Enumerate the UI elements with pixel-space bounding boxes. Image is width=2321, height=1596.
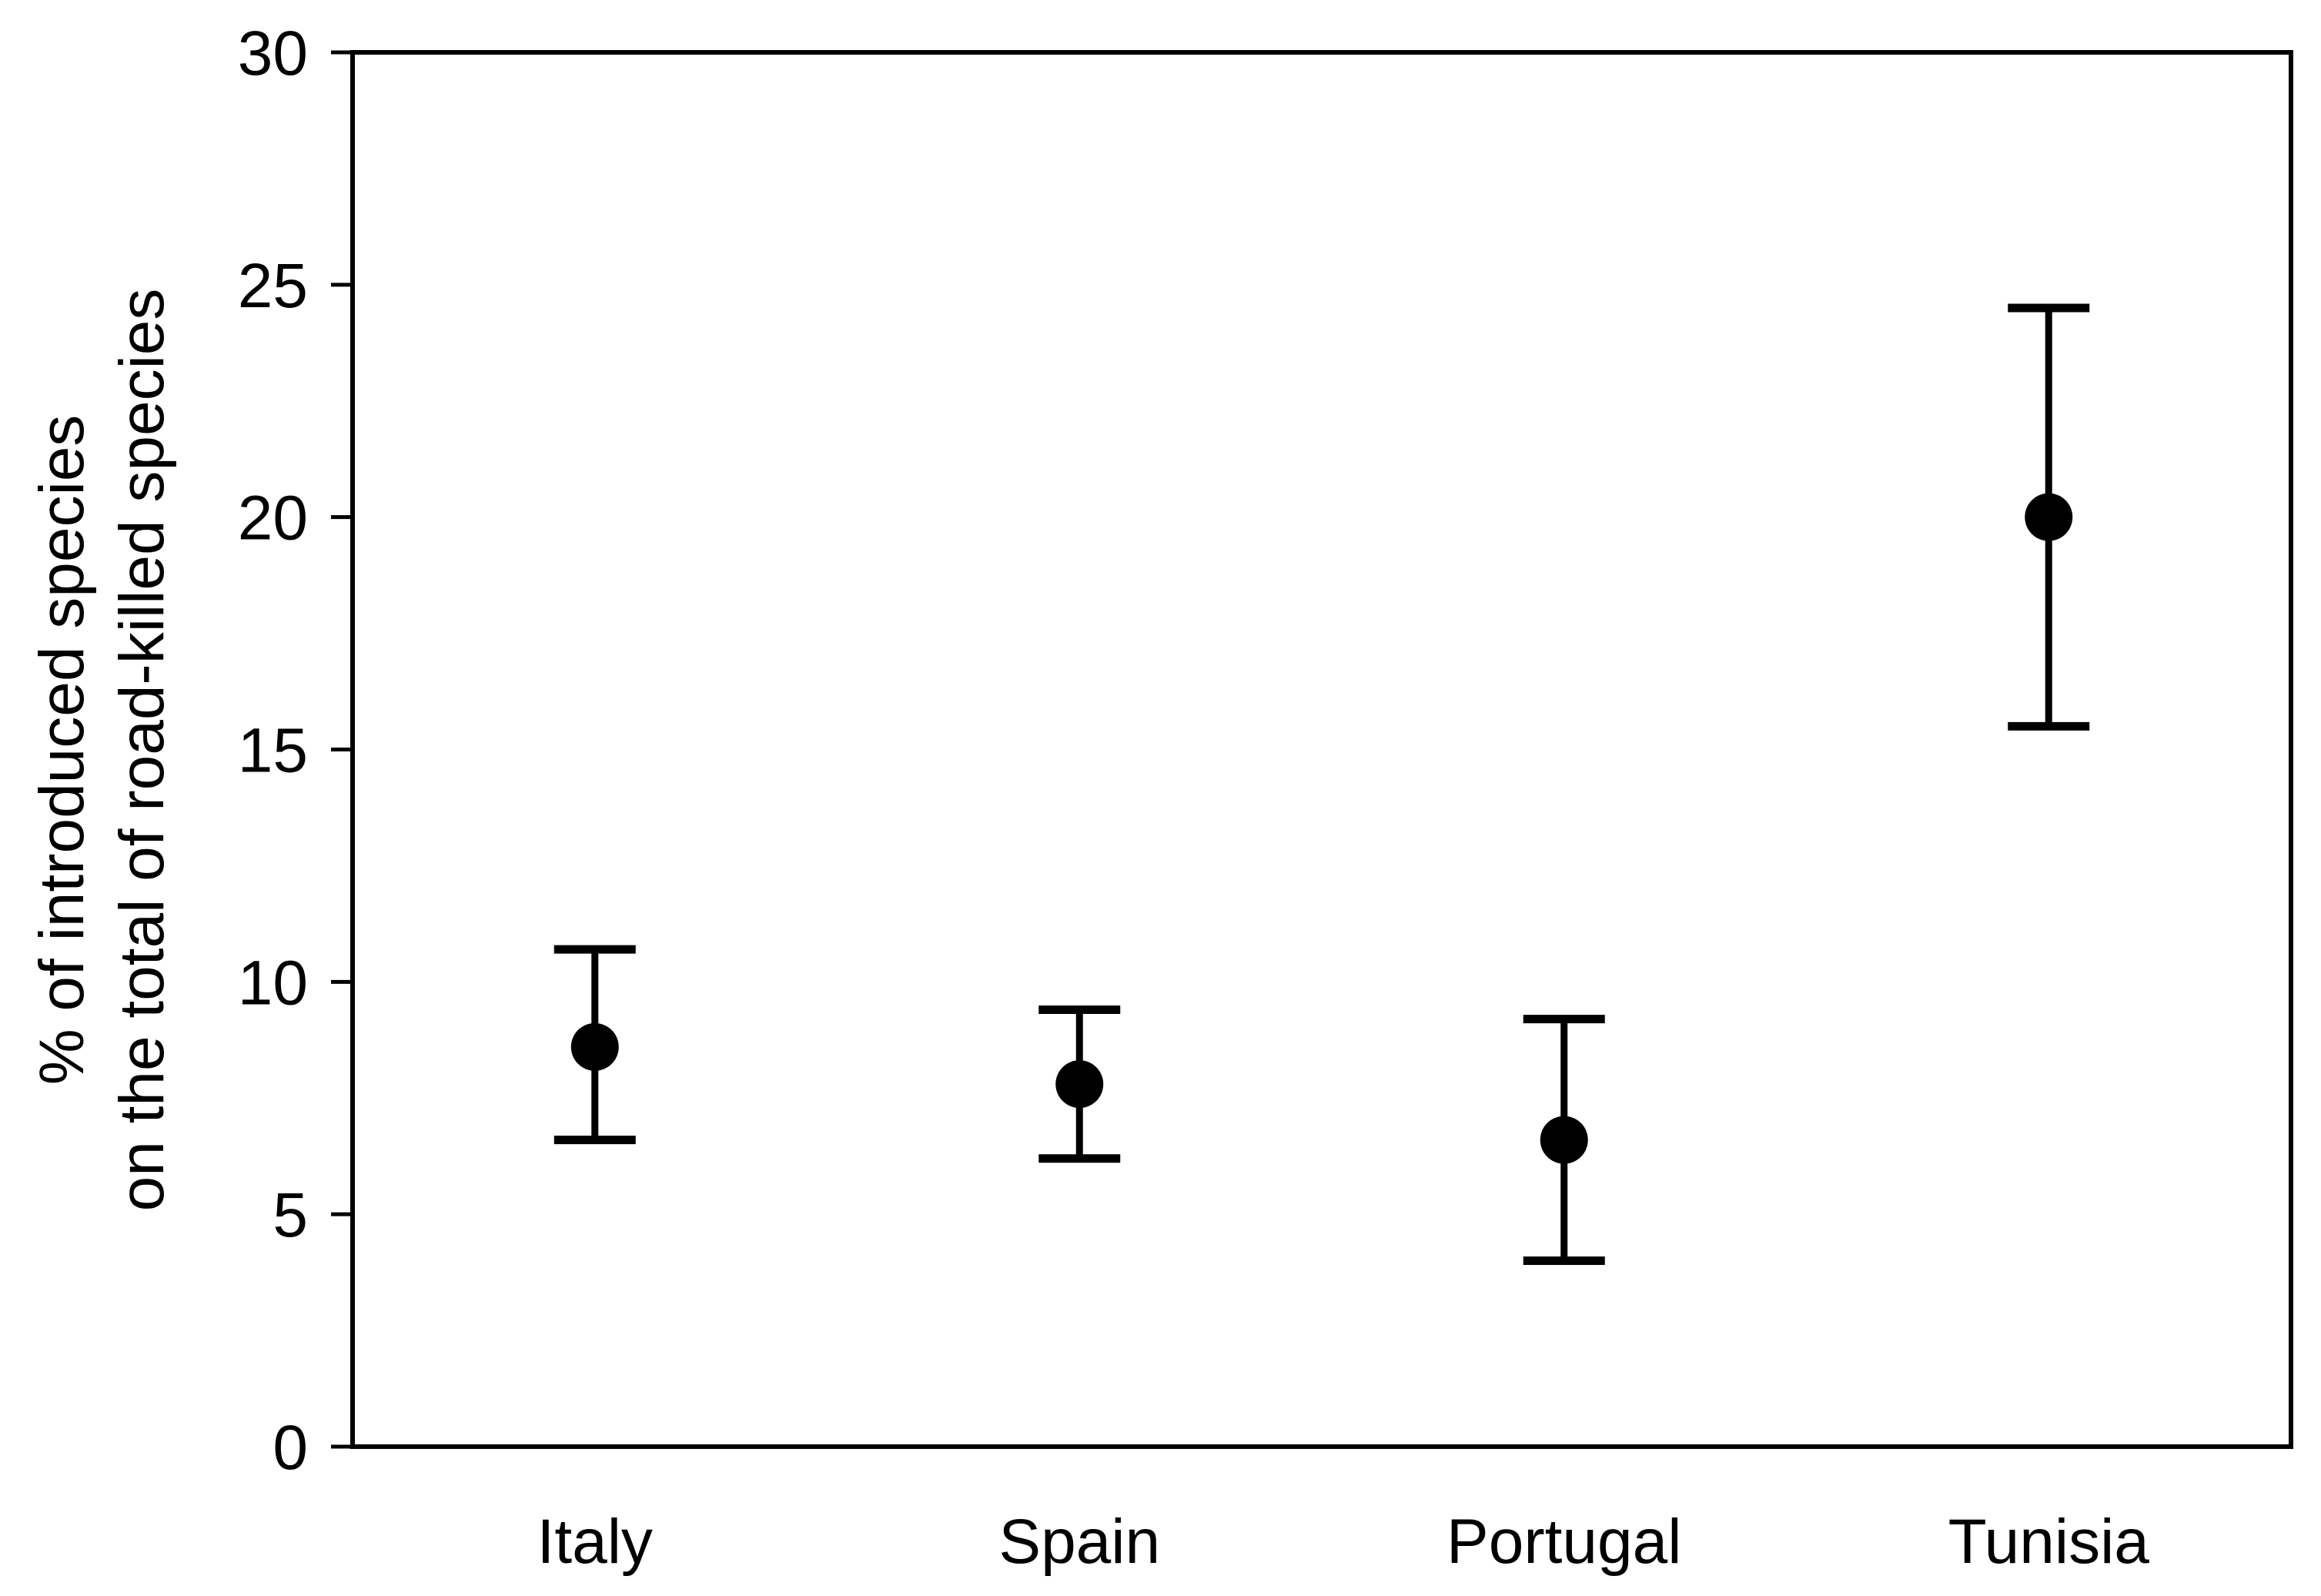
plot-frame — [350, 50, 2293, 1449]
y-tick-label-25: 25 — [238, 251, 308, 321]
y-axis-title-line2: on the total of road-killed species — [107, 289, 177, 1212]
x-category-label-tunisia: Tunisia — [1948, 1507, 2150, 1577]
x-category-label-spain: Spain — [998, 1507, 1160, 1577]
data-point-italy — [570, 1022, 619, 1071]
data-point-spain — [1055, 1060, 1104, 1109]
y-tick-label-20: 20 — [238, 483, 308, 554]
data-point-portugal — [1540, 1116, 1588, 1164]
x-category-label-portugal: Portugal — [1446, 1507, 1681, 1577]
data-point-tunisia — [2025, 493, 2073, 541]
plot-area: 0 5 10 15 20 25 30 Italy Spain Portugal Tunisia — [238, 18, 2293, 1577]
y-tick-label-5: 5 — [273, 1180, 308, 1250]
y-tick-label-15: 15 — [238, 716, 308, 786]
y-tick-label-0: 0 — [273, 1413, 308, 1483]
y-axis-title-line1: % of introduced species — [27, 415, 97, 1086]
y-tick-label-10: 10 — [238, 948, 308, 1018]
x-category-label-italy: Italy — [537, 1507, 653, 1577]
y-tick-label-30: 30 — [238, 18, 308, 89]
